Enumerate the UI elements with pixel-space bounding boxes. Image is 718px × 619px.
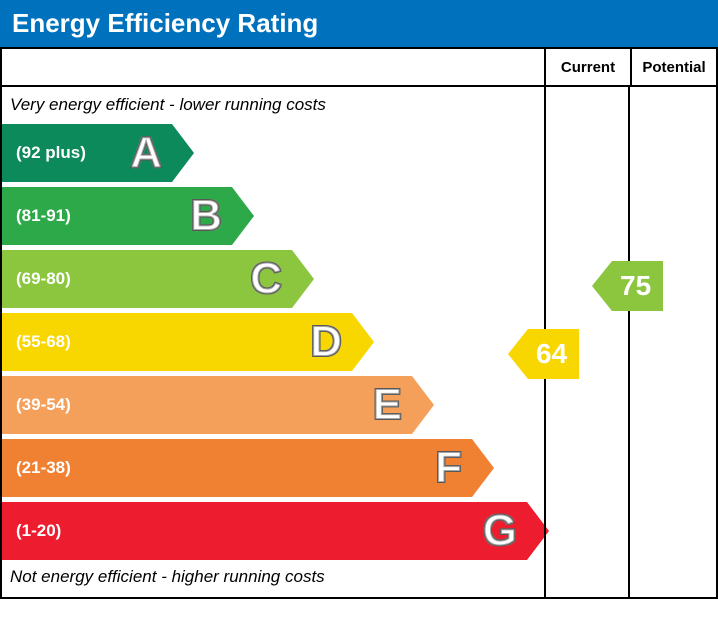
band-range: (92 plus) (16, 143, 86, 163)
note-bottom: Not energy efficient - higher running co… (2, 565, 544, 591)
chart-title: Energy Efficiency Rating (0, 0, 718, 47)
band-tip (172, 124, 194, 182)
column-current: 64 (544, 87, 630, 597)
band-range: (21-38) (16, 458, 71, 478)
chart-table: Current Potential Very energy efficient … (0, 47, 718, 599)
bands-area: Very energy efficient - lower running co… (2, 87, 544, 597)
band-c: (69-80) C (2, 250, 544, 308)
band-letter: C (250, 254, 282, 304)
marker-current: 64 (528, 329, 579, 379)
epc-chart: Energy Efficiency Rating Current Potenti… (0, 0, 718, 599)
band-letter: B (190, 191, 222, 241)
band-bar-e: (39-54) E (2, 376, 412, 434)
band-range: (39-54) (16, 395, 71, 415)
band-bar-c: (69-80) C (2, 250, 292, 308)
note-top: Very energy efficient - lower running co… (2, 93, 544, 119)
header-current: Current (544, 49, 630, 85)
band-range: (55-68) (16, 332, 71, 352)
band-letter: A (130, 128, 162, 178)
header-row: Current Potential (2, 49, 716, 87)
band-tip (412, 376, 434, 434)
header-spacer (2, 49, 544, 85)
band-bar-b: (81-91) B (2, 187, 232, 245)
band-tip (232, 187, 254, 245)
band-range: (1-20) (16, 521, 61, 541)
marker-potential: 75 (612, 261, 663, 311)
band-letter: G (483, 506, 517, 556)
column-potential: 75 (630, 87, 716, 597)
band-f: (21-38) F (2, 439, 544, 497)
marker-potential-tip (592, 261, 612, 311)
band-tip (472, 439, 494, 497)
band-tip (352, 313, 374, 371)
marker-current-value: 64 (528, 329, 579, 379)
band-d: (55-68) D (2, 313, 544, 371)
band-e: (39-54) E (2, 376, 544, 434)
band-tip (292, 250, 314, 308)
band-bar-a: (92 plus) A (2, 124, 172, 182)
band-bar-d: (55-68) D (2, 313, 352, 371)
band-range: (69-80) (16, 269, 71, 289)
band-letter: E (373, 380, 402, 430)
band-a: (92 plus) A (2, 124, 544, 182)
band-letter: F (435, 443, 462, 493)
band-bar-g: (1-20) G (2, 502, 527, 560)
header-potential: Potential (630, 49, 716, 85)
band-g: (1-20) G (2, 502, 544, 560)
marker-current-tip (508, 329, 528, 379)
marker-potential-value: 75 (612, 261, 663, 311)
band-b: (81-91) B (2, 187, 544, 245)
band-bar-f: (21-38) F (2, 439, 472, 497)
band-range: (81-91) (16, 206, 71, 226)
body-row: Very energy efficient - lower running co… (2, 87, 716, 597)
band-letter: D (310, 317, 342, 367)
